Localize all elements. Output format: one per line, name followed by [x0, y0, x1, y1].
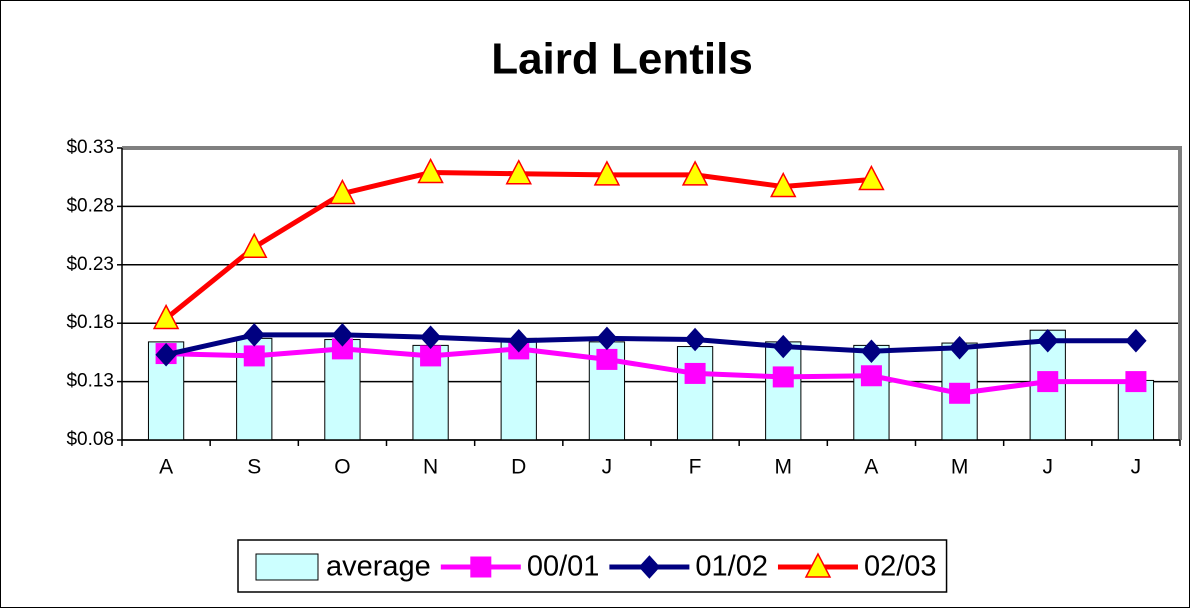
x-tick-label: J — [1131, 456, 1142, 479]
y-tick-label: $0.28 — [66, 195, 114, 216]
legend-marker — [804, 552, 832, 578]
point — [152, 303, 180, 330]
point — [505, 159, 532, 185]
x-tick-label: D — [511, 456, 526, 479]
legend-label: 02/03 — [864, 551, 937, 583]
point — [858, 164, 885, 191]
point — [949, 382, 971, 404]
x-tick-label: J — [602, 456, 613, 479]
point — [155, 342, 177, 367]
point — [329, 178, 356, 205]
y-tick-label: $0.18 — [66, 312, 114, 333]
point — [331, 323, 354, 347]
x-tick-label: O — [334, 456, 350, 479]
legend-marker — [638, 555, 661, 579]
point — [508, 328, 530, 353]
line — [165, 332, 1136, 358]
point — [419, 325, 442, 349]
plot-area — [122, 148, 1180, 440]
legend-label: 01/02 — [695, 551, 768, 583]
point — [1125, 371, 1147, 393]
x-tick-label: A — [159, 456, 173, 479]
point — [948, 335, 971, 360]
point — [593, 160, 621, 186]
legend-marker — [470, 556, 492, 578]
point — [241, 232, 268, 259]
y-tick-label: $0.23 — [66, 254, 114, 275]
legend-swatch — [255, 553, 319, 581]
chart-title: Laird Lentils — [491, 35, 753, 84]
point — [1037, 371, 1059, 393]
x-tick-label: F — [689, 456, 702, 479]
point — [1125, 328, 1147, 353]
point — [684, 362, 706, 384]
point — [860, 365, 882, 387]
point — [681, 160, 709, 186]
plot-frame — [122, 146, 1182, 440]
point — [243, 345, 265, 367]
point — [772, 334, 794, 359]
point — [770, 171, 797, 198]
point — [1037, 328, 1059, 353]
point — [596, 326, 618, 351]
point — [772, 366, 794, 388]
point — [684, 327, 706, 352]
bar — [676, 346, 714, 441]
point — [243, 323, 265, 347]
y-tick-label: $0.08 — [66, 429, 114, 450]
x-tick-label: N — [423, 456, 438, 479]
x-tick-label: J — [1043, 456, 1054, 479]
point — [596, 348, 618, 370]
line — [166, 346, 1136, 396]
x-tick-label: M — [775, 456, 793, 479]
point — [417, 157, 444, 184]
point — [860, 339, 883, 363]
legend — [237, 539, 948, 593]
y-tick-label: $0.13 — [66, 371, 114, 392]
legend-label: average — [326, 551, 431, 583]
x-tick-label: A — [864, 456, 878, 479]
legend-label: 00/01 — [527, 551, 600, 583]
x-tick-label: S — [247, 456, 261, 479]
x-tick-label: M — [951, 456, 969, 479]
y-tick-label: $0.33 — [66, 137, 114, 158]
